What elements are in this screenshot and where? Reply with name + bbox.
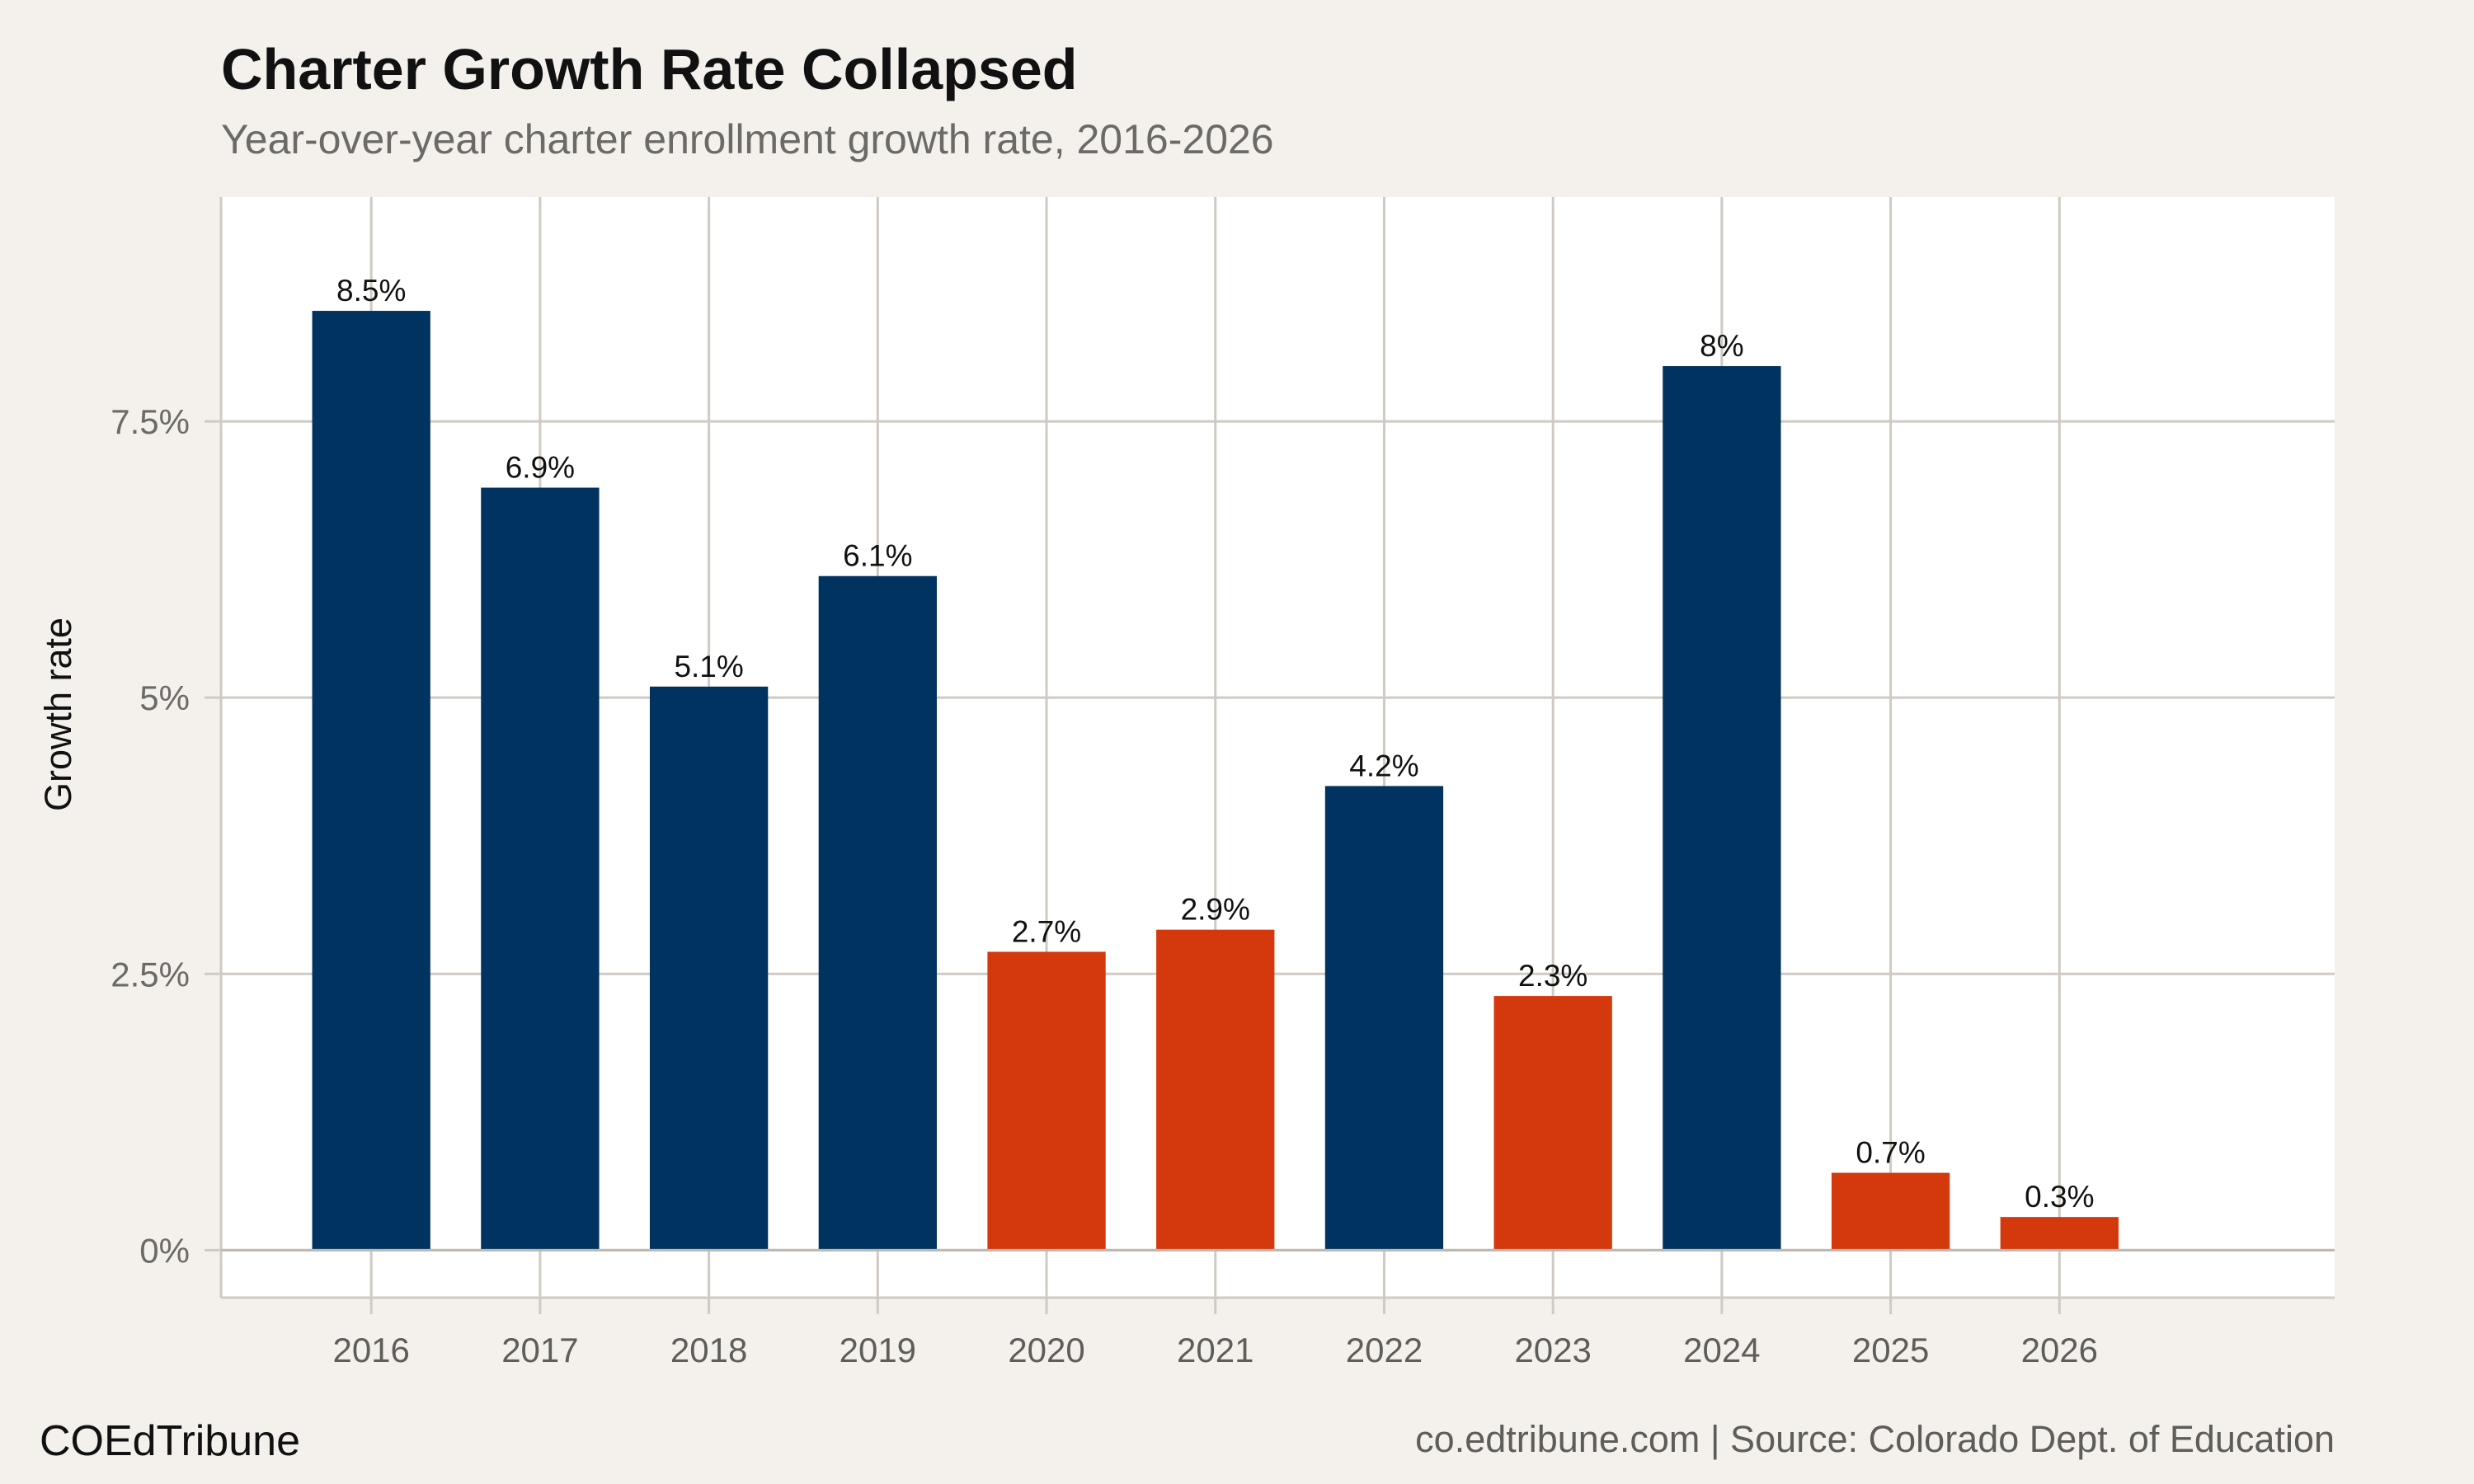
x-tick-label: 2023	[1514, 1331, 1591, 1369]
chart-title: Charter Growth Rate Collapsed	[221, 37, 1078, 101]
bar-2025	[1831, 1172, 1950, 1251]
bar-2016	[312, 311, 430, 1251]
bar-2020	[987, 951, 1106, 1251]
data-label: 5.1%	[674, 650, 743, 683]
bar-2022	[1324, 786, 1444, 1251]
x-tick-label: 2021	[1177, 1331, 1253, 1369]
data-label: 6.1%	[843, 539, 912, 573]
source-credit: co.edtribune.com | Source: Colorado Dept…	[1415, 1418, 2335, 1460]
bar-2021	[1156, 929, 1275, 1251]
x-tick-label: 2022	[1346, 1331, 1423, 1369]
bar-2026	[2000, 1217, 2119, 1251]
y-tick-label: 5%	[139, 679, 190, 717]
data-label: 2.9%	[1181, 893, 1250, 927]
bar-2023	[1493, 996, 1612, 1251]
data-label: 4.2%	[1349, 749, 1418, 782]
bar-2024	[1663, 366, 1781, 1251]
x-tick-label: 2017	[501, 1331, 578, 1369]
data-label: 0.3%	[2025, 1180, 2094, 1214]
bar-2018	[649, 686, 769, 1251]
x-tick-label: 2016	[332, 1331, 409, 1369]
x-tick-label: 2026	[2021, 1331, 2098, 1369]
data-label: 0.7%	[1856, 1136, 1925, 1170]
bar-2019	[818, 575, 937, 1251]
data-label: 2.7%	[1012, 914, 1081, 948]
x-tick-label: 2018	[670, 1331, 747, 1369]
x-tick-label: 2024	[1683, 1331, 1760, 1369]
data-label: 2.3%	[1518, 959, 1587, 993]
data-label: 8.5%	[336, 274, 406, 308]
x-tick-label: 2020	[1008, 1331, 1084, 1369]
x-tick-label: 2019	[840, 1331, 916, 1369]
y-axis-title: Growth rate	[37, 618, 79, 811]
y-tick-label: 7.5%	[111, 402, 190, 441]
y-tick-label: 0%	[139, 1231, 190, 1270]
data-label: 6.9%	[506, 451, 575, 485]
brand-logo-text: COEdTribune	[40, 1417, 300, 1465]
data-label: 8%	[1700, 329, 1743, 363]
y-tick-label: 2.5%	[111, 955, 190, 993]
chart-subtitle: Year-over-year charter enrollment growth…	[221, 116, 1274, 162]
x-tick-label: 2025	[1852, 1331, 1929, 1369]
bar-2017	[481, 487, 600, 1251]
